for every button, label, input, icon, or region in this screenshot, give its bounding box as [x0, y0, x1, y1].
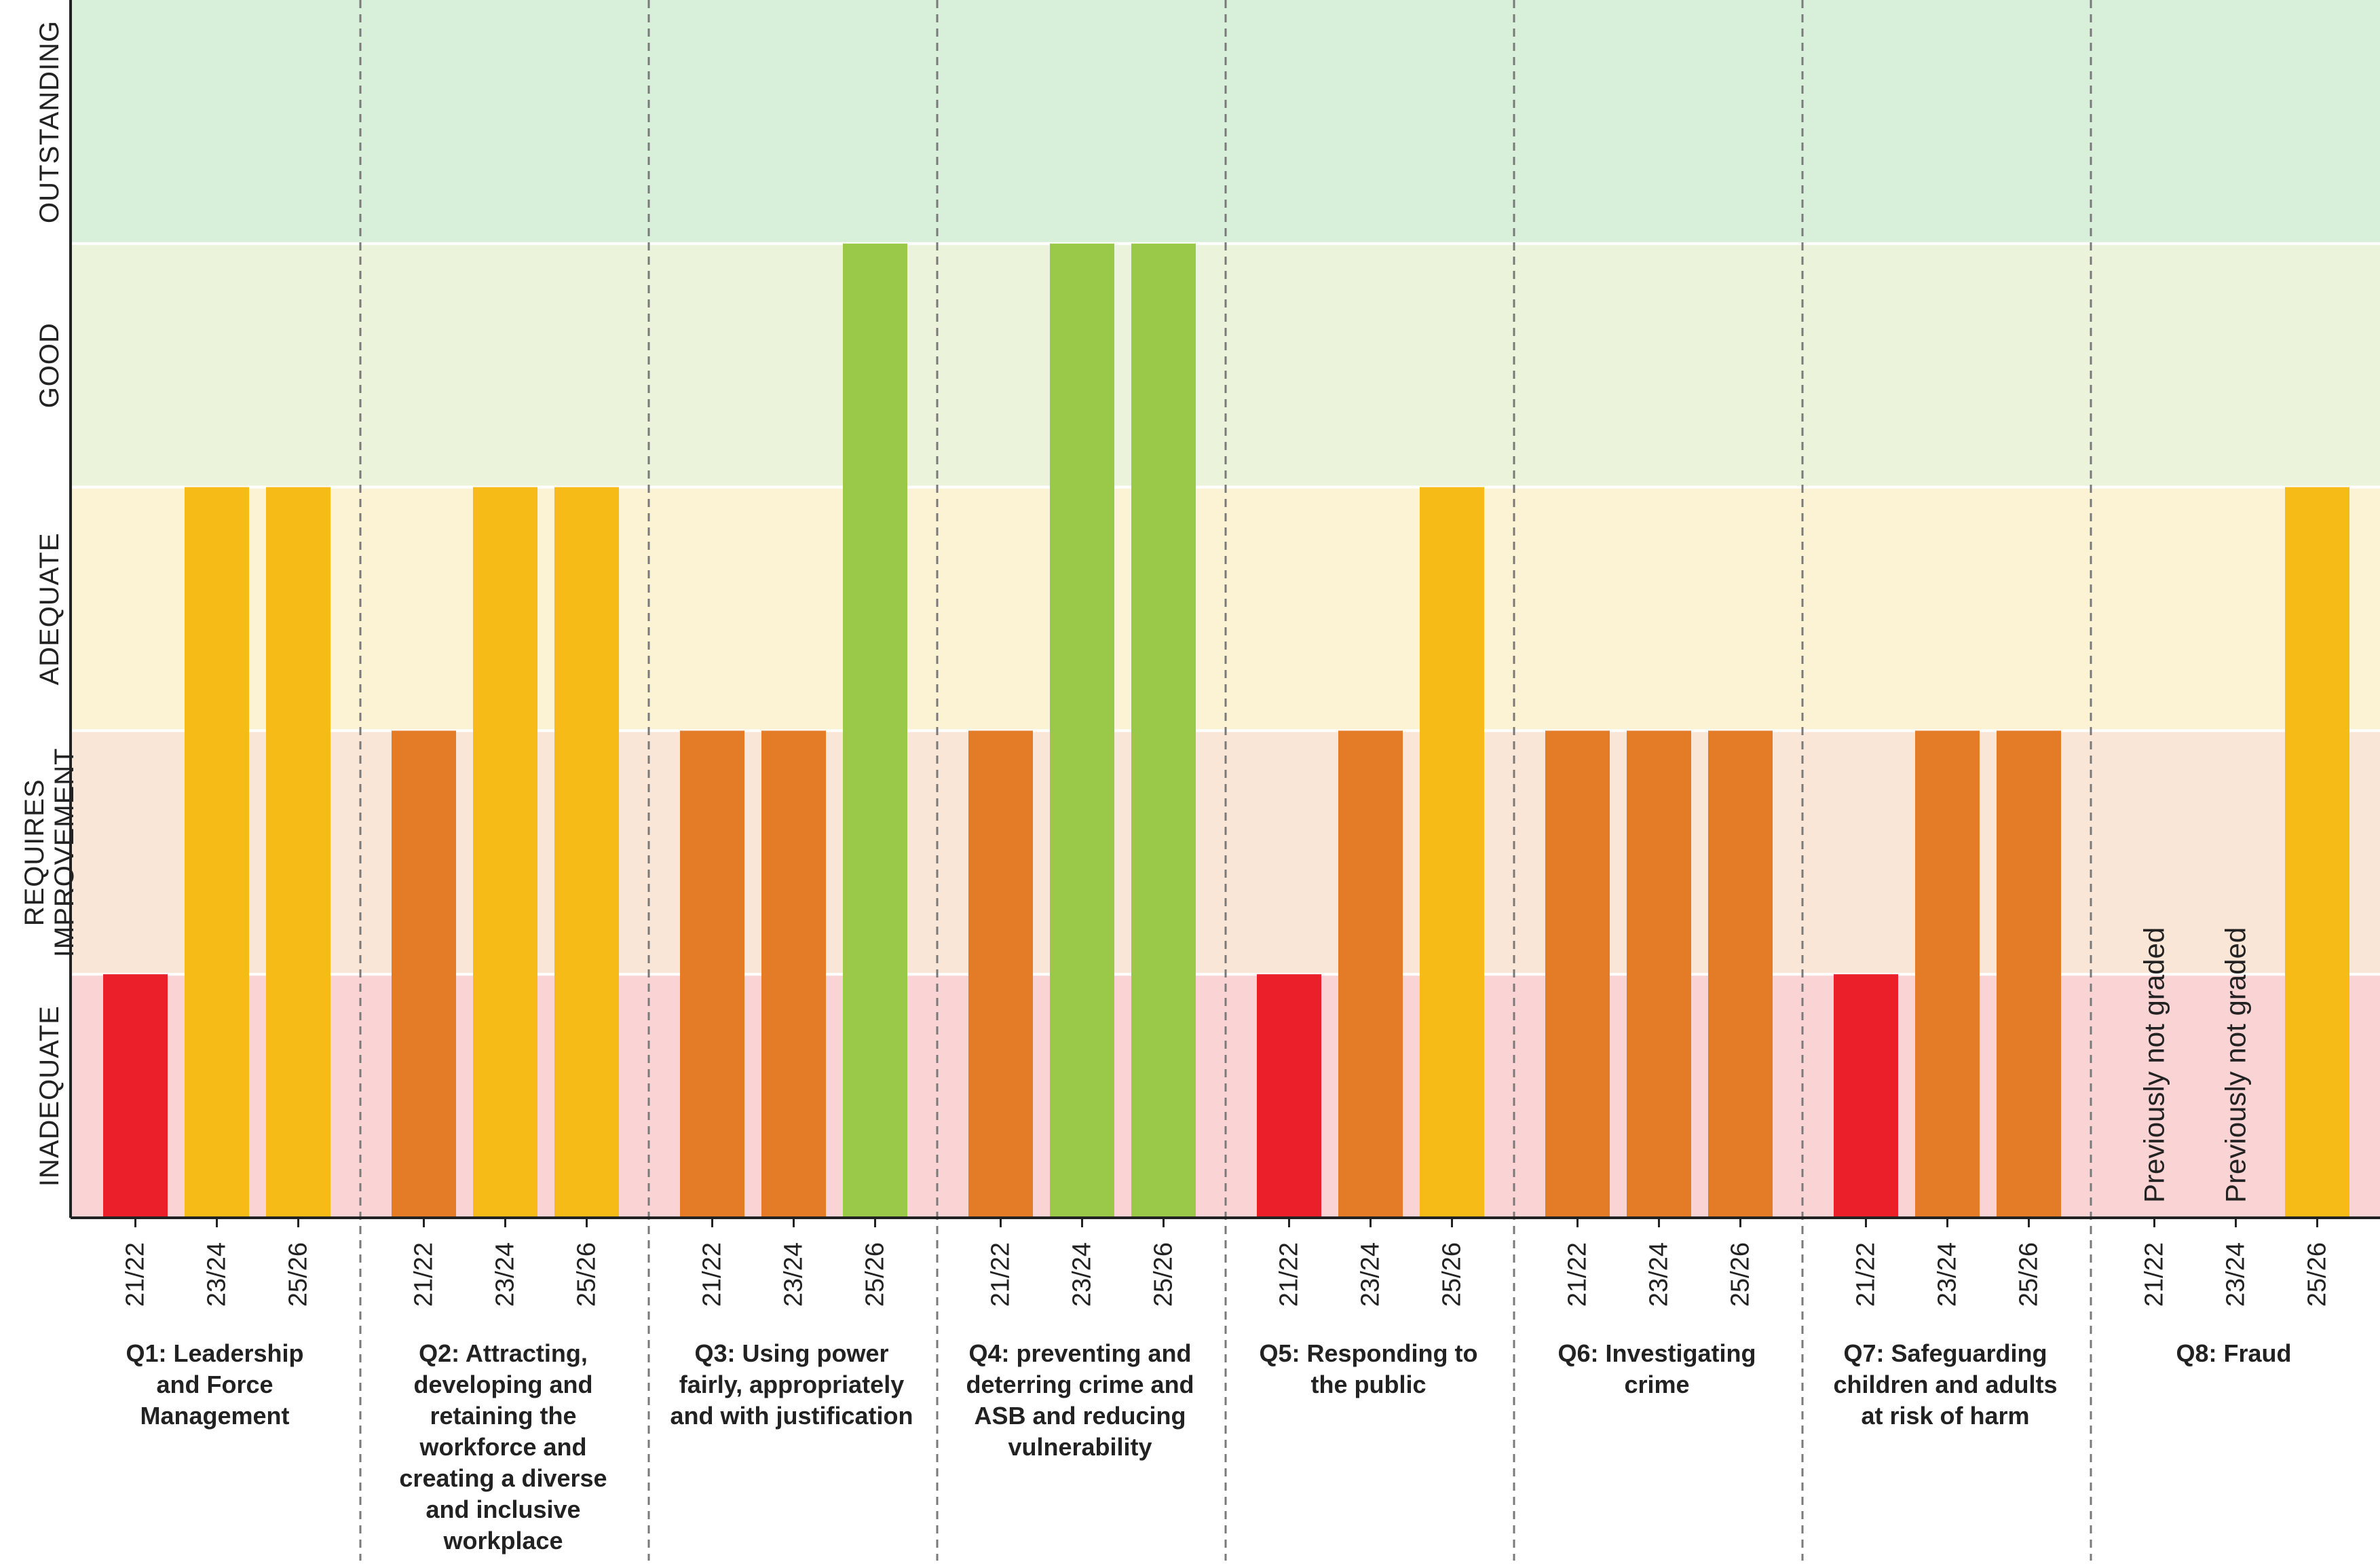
period-tick-label: 21/22: [1852, 1242, 1881, 1307]
group-label-line: vulnerability: [1008, 1433, 1152, 1461]
bar: [266, 487, 330, 1218]
period-tick-label: 21/22: [698, 1242, 727, 1307]
period-tick-label: 25/26: [2303, 1242, 2332, 1307]
bar: [473, 487, 537, 1218]
period-tick-label: 25/26: [573, 1242, 601, 1307]
bar: [1420, 487, 1484, 1218]
bar: [1834, 974, 1898, 1218]
group-label-line: Q2: Attracting,: [419, 1339, 588, 1367]
not-graded-note: Previously not graded: [2220, 927, 2252, 1203]
not-graded-note: Previously not graded: [2138, 927, 2170, 1203]
group-label: Q4: preventing and deterring crime and ASB…: [966, 1339, 1194, 1461]
bar: [554, 487, 619, 1218]
bar: [103, 974, 168, 1218]
group-label-line: deterring crime and: [966, 1371, 1194, 1398]
period-tick-label: 23/24: [2222, 1242, 2250, 1307]
group-label: Q1: Leadership and Force Management: [126, 1339, 303, 1430]
grade-band-good: [71, 243, 2380, 487]
bar: [1627, 730, 1691, 1218]
group-label-line: the public: [1311, 1371, 1427, 1398]
bar: [1915, 730, 1980, 1218]
group-label-line: Q8: Fraud: [2176, 1339, 2291, 1367]
bar: [843, 243, 907, 1218]
group-label-line: Q1: Leadership: [126, 1339, 303, 1367]
period-tick-label: 25/26: [1438, 1242, 1467, 1307]
period-tick-label: 25/26: [1726, 1242, 1755, 1307]
y-grade-label-line: INADEQUATE: [35, 1005, 64, 1187]
group-label-line: crime: [1624, 1371, 1689, 1398]
group-label-line: and inclusive: [426, 1495, 580, 1523]
y-grade-label-line: GOOD: [35, 322, 64, 408]
group-label-line: Q3: Using power: [694, 1339, 888, 1367]
group-label-line: retaining the: [430, 1402, 576, 1430]
period-tick-label: 25/26: [284, 1242, 313, 1307]
group-label: Q6: Investigating crime: [1557, 1339, 1756, 1398]
bar: [1708, 730, 1773, 1218]
group-label-line: at risk of harm: [1861, 1402, 2029, 1430]
period-tick-label: 21/22: [121, 1242, 150, 1307]
group-label-line: Q5: Responding to: [1260, 1339, 1478, 1367]
period-tick-label: 23/24: [1933, 1242, 1962, 1307]
group-label-line: children and adults: [1833, 1371, 2057, 1398]
group-label-line: fairly, appropriately: [679, 1371, 904, 1398]
y-grade-label-line: OUTSTANDING: [35, 20, 64, 223]
period-tick-label: 23/24: [780, 1242, 808, 1307]
group-label-line: creating a diverse: [399, 1464, 607, 1492]
bar: [761, 730, 826, 1218]
group-label-line: ASB and reducing: [974, 1402, 1186, 1430]
group-label: Q2: Attracting, developing and retaining t…: [399, 1339, 607, 1554]
group-label: Q5: Responding to the public: [1260, 1339, 1478, 1398]
period-tick-label: 21/22: [2140, 1242, 2169, 1307]
y-grade-label: REQUIRESIMPROVEMENT: [20, 747, 79, 957]
y-grade-label-line: REQUIRES: [20, 779, 50, 926]
group-label-line: and with justification: [670, 1402, 913, 1430]
period-tick-label: 23/24: [491, 1242, 520, 1307]
bar: [968, 730, 1033, 1218]
period-tick-label: 21/22: [987, 1242, 1015, 1307]
bar: [1257, 974, 1321, 1218]
period-tick-label: 21/22: [1564, 1242, 1592, 1307]
group-label: Q7: Safeguarding children and adults at ri…: [1833, 1339, 2057, 1430]
period-tick-label: 25/26: [2015, 1242, 2043, 1307]
period-tick-label: 21/22: [1275, 1242, 1304, 1307]
bar: [1997, 730, 2061, 1218]
y-grade-label: GOOD: [35, 322, 64, 408]
period-tick-label: 21/22: [410, 1242, 438, 1307]
group-label-line: workforce and: [419, 1433, 586, 1461]
group-label-line: developing and: [413, 1371, 592, 1398]
y-grade-label: INADEQUATE: [35, 1005, 64, 1187]
group-label-line: Q7: Safeguarding: [1843, 1339, 2047, 1367]
bar: [185, 487, 249, 1218]
bar: [392, 730, 456, 1218]
group-label-line: Management: [140, 1402, 289, 1430]
y-grade-label: ADEQUATE: [35, 532, 64, 685]
y-grade-label-line: ADEQUATE: [35, 532, 64, 685]
bar: [680, 730, 744, 1218]
period-tick-label: 23/24: [203, 1242, 231, 1307]
period-tick-label: 23/24: [1068, 1242, 1097, 1307]
bar: [2285, 487, 2349, 1218]
bar: [1050, 243, 1114, 1218]
group-label-line: and Force: [156, 1371, 273, 1398]
group-label: Q8: Fraud: [2176, 1339, 2291, 1367]
period-tick-label: 23/24: [1645, 1242, 1674, 1307]
y-grade-label: OUTSTANDING: [35, 20, 64, 223]
period-tick-label: 25/26: [1150, 1242, 1178, 1307]
group-label-line: workplace: [442, 1527, 563, 1554]
bar: [1545, 730, 1610, 1218]
period-tick-label: 23/24: [1357, 1242, 1385, 1307]
group-label-line: Q4: preventing and: [968, 1339, 1191, 1367]
group-label: Q3: Using power fairly, appropriately and …: [670, 1339, 913, 1430]
bar: [1131, 243, 1196, 1218]
bar: [1338, 730, 1403, 1218]
grade-band-adequate: [71, 487, 2380, 731]
period-tick-label: 25/26: [861, 1242, 890, 1307]
y-grade-label-line: IMPROVEMENT: [50, 747, 79, 957]
group-label-line: Q6: Investigating: [1557, 1339, 1756, 1367]
